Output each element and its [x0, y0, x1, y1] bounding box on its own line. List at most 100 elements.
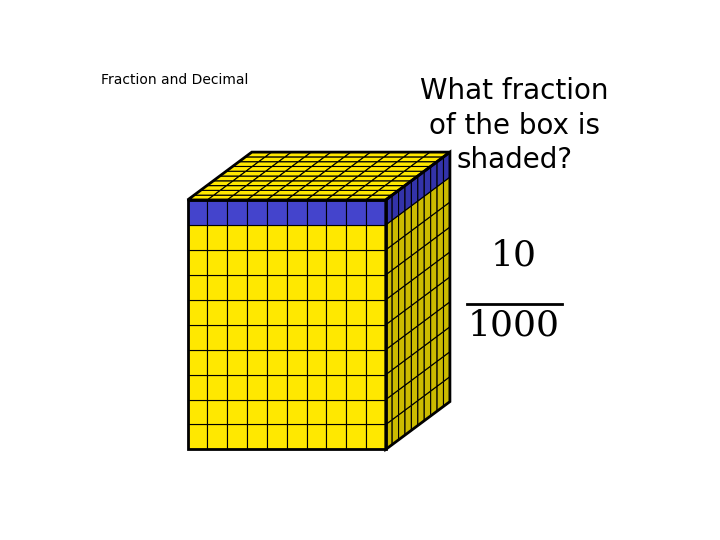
Bar: [307, 300, 326, 325]
Polygon shape: [431, 161, 437, 191]
Bar: [207, 424, 228, 449]
Bar: [287, 400, 307, 424]
Polygon shape: [411, 350, 418, 380]
Polygon shape: [266, 181, 292, 186]
Polygon shape: [274, 191, 300, 195]
Polygon shape: [286, 181, 312, 186]
Polygon shape: [392, 191, 399, 220]
Polygon shape: [207, 195, 234, 200]
Polygon shape: [392, 365, 399, 395]
Bar: [228, 250, 247, 275]
Polygon shape: [399, 285, 405, 315]
Bar: [366, 424, 386, 449]
Polygon shape: [424, 241, 431, 271]
Bar: [346, 225, 366, 250]
Polygon shape: [240, 171, 266, 176]
Polygon shape: [399, 186, 405, 215]
Polygon shape: [359, 186, 385, 191]
Polygon shape: [411, 401, 418, 430]
Polygon shape: [326, 195, 353, 200]
Bar: [326, 325, 346, 349]
Polygon shape: [246, 166, 272, 171]
Polygon shape: [437, 282, 444, 312]
Polygon shape: [418, 221, 424, 251]
Polygon shape: [431, 336, 437, 366]
Polygon shape: [437, 182, 444, 212]
Polygon shape: [444, 202, 450, 232]
Polygon shape: [320, 186, 346, 191]
Polygon shape: [399, 385, 405, 415]
Polygon shape: [424, 266, 431, 296]
Polygon shape: [279, 186, 306, 191]
Polygon shape: [346, 195, 372, 200]
Bar: [267, 424, 287, 449]
Bar: [267, 225, 287, 250]
Polygon shape: [411, 376, 418, 406]
Polygon shape: [405, 255, 411, 285]
Polygon shape: [411, 226, 418, 255]
Polygon shape: [418, 321, 424, 350]
Polygon shape: [386, 370, 392, 400]
Polygon shape: [307, 195, 333, 200]
Bar: [188, 225, 207, 250]
Bar: [287, 349, 307, 375]
Text: Fraction and Decimal: Fraction and Decimal: [101, 73, 248, 87]
Bar: [287, 375, 307, 400]
Polygon shape: [266, 166, 292, 171]
Bar: [346, 275, 366, 300]
Bar: [326, 375, 346, 400]
Polygon shape: [272, 161, 298, 166]
Bar: [207, 200, 228, 225]
Polygon shape: [392, 315, 399, 345]
Bar: [326, 225, 346, 250]
Polygon shape: [399, 335, 405, 365]
Polygon shape: [437, 356, 444, 386]
Polygon shape: [378, 171, 405, 176]
Polygon shape: [325, 152, 351, 157]
Polygon shape: [258, 157, 285, 161]
Polygon shape: [386, 195, 392, 225]
Polygon shape: [253, 191, 279, 195]
Polygon shape: [431, 386, 437, 416]
Polygon shape: [372, 191, 399, 195]
Polygon shape: [366, 195, 392, 200]
Bar: [307, 225, 326, 250]
Bar: [247, 250, 267, 275]
Polygon shape: [405, 181, 411, 211]
Polygon shape: [437, 307, 444, 336]
Polygon shape: [246, 181, 273, 186]
Bar: [267, 349, 287, 375]
Polygon shape: [293, 191, 320, 195]
Polygon shape: [359, 171, 384, 176]
Polygon shape: [228, 195, 253, 200]
Polygon shape: [418, 396, 424, 426]
Bar: [366, 275, 386, 300]
Polygon shape: [386, 320, 392, 349]
Polygon shape: [392, 415, 399, 444]
Polygon shape: [431, 261, 437, 291]
Polygon shape: [259, 171, 286, 176]
Bar: [188, 349, 207, 375]
Polygon shape: [227, 181, 253, 186]
Text: 1000: 1000: [468, 308, 560, 342]
Polygon shape: [298, 157, 325, 161]
Polygon shape: [424, 166, 431, 196]
Polygon shape: [385, 181, 411, 186]
Bar: [207, 300, 228, 325]
Polygon shape: [240, 186, 266, 191]
Bar: [188, 250, 207, 275]
Bar: [346, 250, 366, 275]
Polygon shape: [398, 171, 424, 176]
Bar: [188, 375, 207, 400]
Polygon shape: [424, 291, 431, 321]
Bar: [247, 375, 267, 400]
Polygon shape: [391, 161, 418, 166]
Polygon shape: [424, 217, 431, 246]
Polygon shape: [392, 340, 399, 370]
Polygon shape: [312, 176, 338, 181]
Polygon shape: [365, 181, 392, 186]
Bar: [366, 250, 386, 275]
Polygon shape: [285, 152, 311, 157]
Polygon shape: [411, 176, 418, 206]
Bar: [188, 424, 207, 449]
